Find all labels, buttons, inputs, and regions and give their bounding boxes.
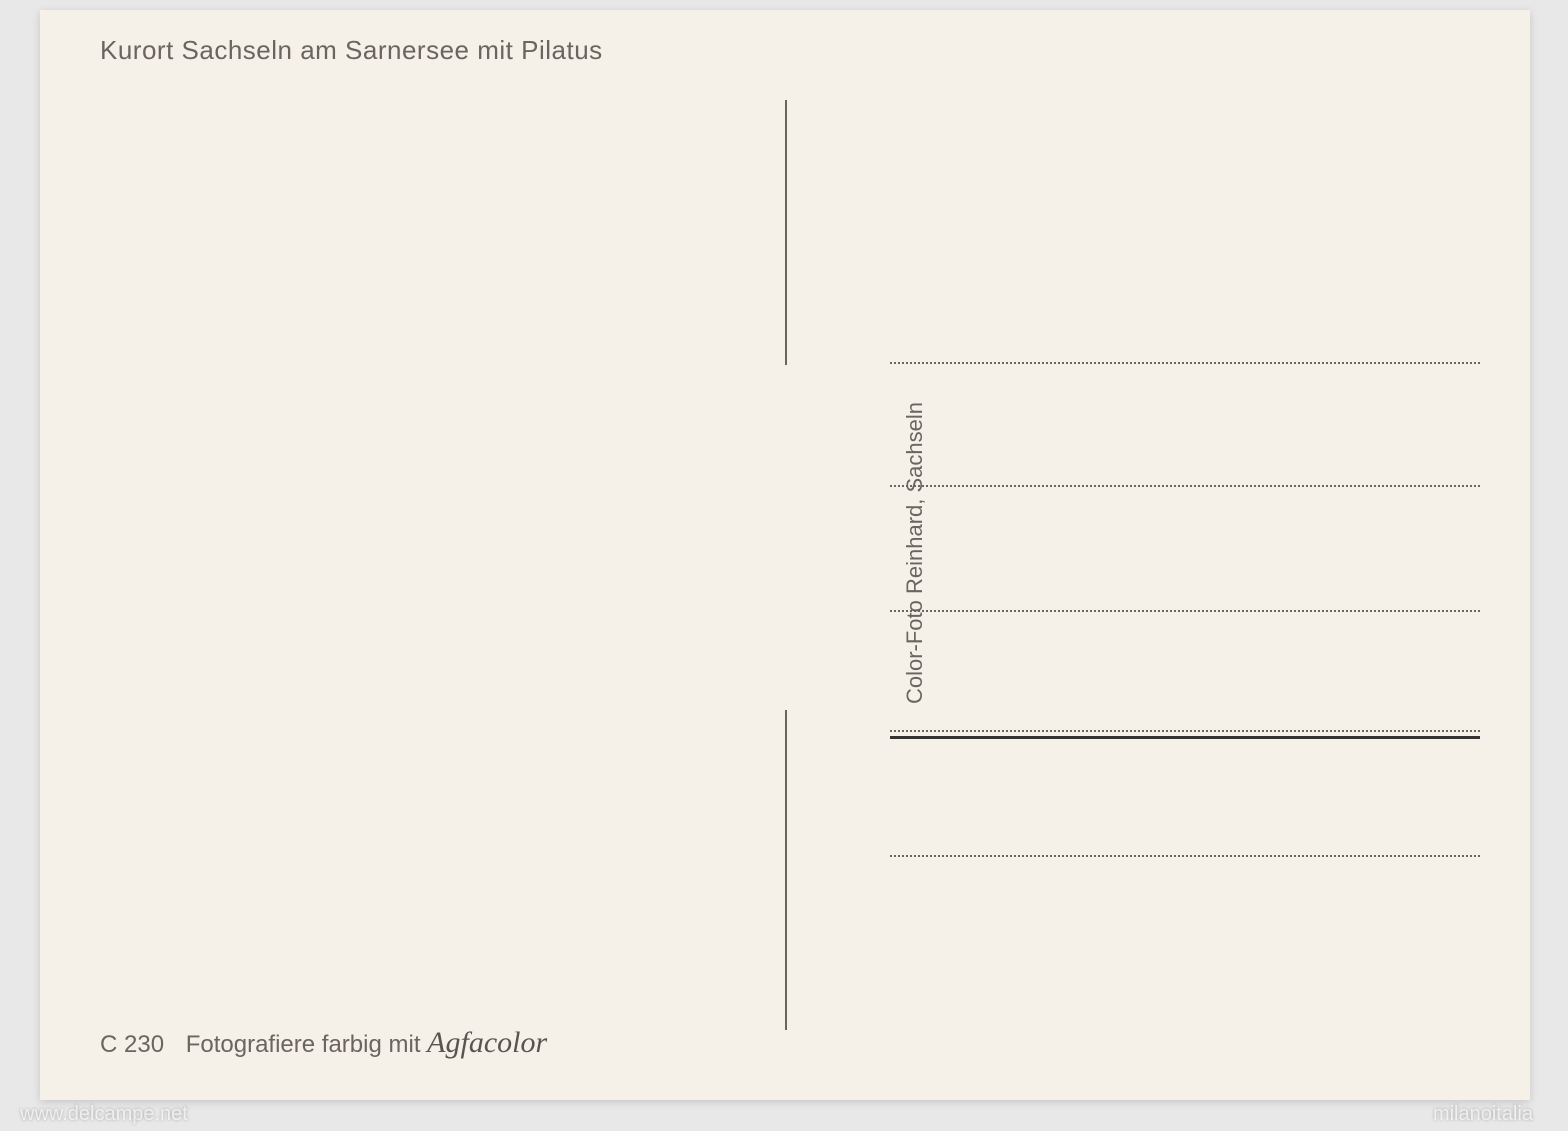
address-line-3 — [890, 610, 1480, 612]
divider-bottom — [785, 710, 787, 1030]
address-line-4-underline — [890, 736, 1480, 739]
watermark-left: www.delcampe.net — [20, 1103, 188, 1126]
address-line-5 — [890, 855, 1480, 857]
brand-name: Agfacolor — [427, 1026, 547, 1059]
postcard-title: Kurort Sachseln am Sarnersee mit Pilatus — [100, 35, 603, 66]
address-line-2 — [890, 485, 1480, 487]
divider-top — [785, 100, 787, 365]
postcard-back: Kurort Sachseln am Sarnersee mit Pilatus… — [40, 10, 1530, 1100]
bottom-caption: C 230 Fotografiere farbig mit Agfacolor — [100, 1026, 547, 1060]
watermark-right: milanoitalia — [1433, 1103, 1533, 1126]
catalog-number: C 230 — [100, 1031, 164, 1058]
address-line-1 — [890, 362, 1480, 364]
address-line-4 — [890, 730, 1480, 732]
publisher-text: Color-Foto Reinhard, Sachseln — [902, 393, 928, 713]
film-text: Fotografiere farbig mit — [186, 1031, 421, 1058]
